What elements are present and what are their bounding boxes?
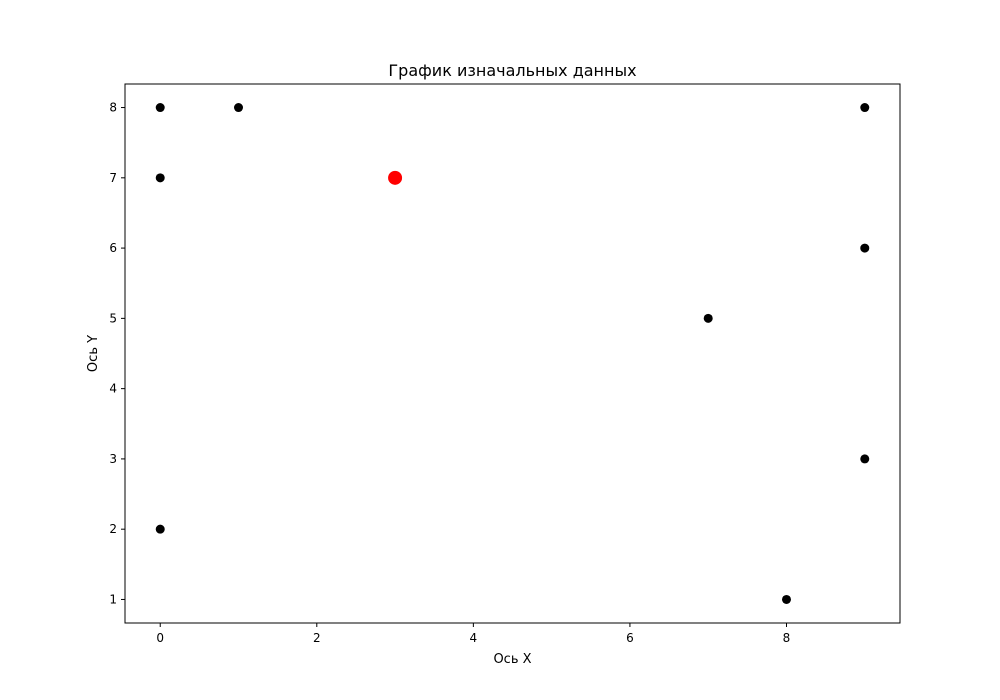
x-tick-label: 2 [313,631,321,645]
data-point [781,594,791,604]
data-point [155,524,165,534]
y-tick-label: 7 [109,171,117,185]
y-tick-label: 8 [109,101,117,115]
y-tick-label: 4 [109,382,117,396]
y-tick-label: 5 [109,311,117,325]
x-tick-label: 4 [470,631,478,645]
plot-frame [124,83,901,624]
chart-title: График изначальных данных [388,61,636,80]
x-tick-label: 0 [156,631,164,645]
data-point [234,103,244,113]
y-axis-label: Ось Y [86,335,101,372]
data-point [155,103,165,113]
data-point [860,103,870,113]
y-tick-label: 2 [109,522,117,536]
x-ticks: 0 2 4 6 8 [156,623,790,645]
data-point [860,454,870,464]
x-tick-label: 8 [783,631,791,645]
data-point [155,173,165,183]
y-ticks: 1 2 3 4 5 6 7 8 [109,101,125,606]
y-tick-label: 6 [109,241,117,255]
highlighted-data-point [388,170,403,185]
y-tick-label: 1 [109,592,117,606]
data-point [703,313,713,323]
data-point [860,243,870,253]
x-tick-label: 6 [626,631,634,645]
x-axis-label: Ось X [493,652,531,667]
y-tick-label: 3 [109,452,117,466]
data-points [155,103,870,604]
